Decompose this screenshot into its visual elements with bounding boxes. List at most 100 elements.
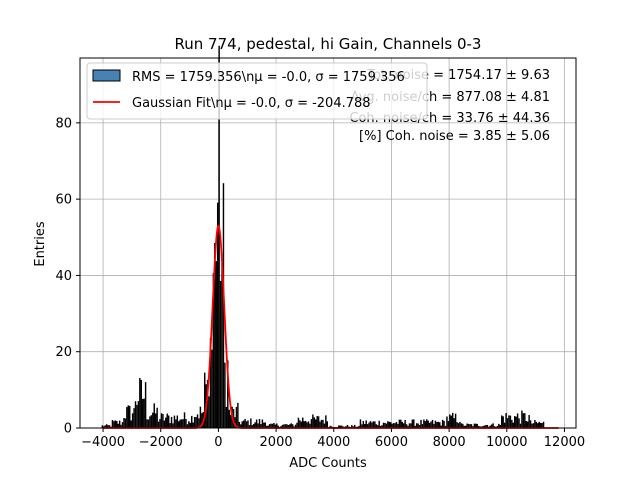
histogram-bar <box>299 420 301 428</box>
histogram-bar <box>225 406 228 428</box>
histogram-bar <box>124 418 127 428</box>
histogram-bar <box>521 410 523 428</box>
histogram-bar <box>369 421 372 428</box>
histogram-bar <box>242 420 245 428</box>
histogram-bar <box>240 424 242 428</box>
histogram-bar <box>214 242 216 428</box>
histogram-bar <box>296 422 298 428</box>
histogram-bar <box>284 424 287 428</box>
histogram-bar <box>514 416 516 428</box>
histogram-bar <box>154 413 157 428</box>
y-axis-label: Entries <box>33 221 48 267</box>
histogram-bar <box>473 423 476 428</box>
histogram-bar <box>515 416 517 428</box>
histogram-bar <box>316 416 318 428</box>
histogram-bar <box>512 422 514 428</box>
histogram-bar <box>449 414 451 428</box>
x-tick-label: −4000 <box>81 435 125 450</box>
x-tick-label: 8000 <box>433 435 466 450</box>
histogram-bar <box>404 419 406 428</box>
histogram-bar <box>329 425 331 428</box>
histogram-bar <box>519 423 522 428</box>
histogram-bar <box>307 421 310 428</box>
histogram-bar <box>450 415 452 428</box>
histogram-bar <box>457 423 460 428</box>
histogram-bar <box>309 423 311 428</box>
histogram-bar <box>475 423 477 428</box>
histogram-bar <box>524 413 526 428</box>
histogram-bar <box>251 425 254 428</box>
histogram-bar <box>170 416 173 428</box>
histogram-bar <box>424 421 427 428</box>
histogram-bar <box>130 420 132 428</box>
histogram-bar <box>511 419 513 428</box>
histogram-bar <box>216 202 219 428</box>
histogram-bar <box>126 407 128 428</box>
histogram-bar <box>516 413 519 428</box>
histogram-bar <box>260 424 262 428</box>
histogram-bar <box>522 413 525 428</box>
plot-frame <box>79 57 577 429</box>
histogram-bar <box>534 420 536 428</box>
histogram-bar <box>433 423 435 428</box>
histogram-bar <box>444 425 447 428</box>
x-tick-label: 12000 <box>544 435 585 450</box>
histogram-bar <box>131 413 134 428</box>
histogram-bar <box>291 424 294 428</box>
x-tick-label: 0 <box>214 435 222 450</box>
x-tick-label: 2000 <box>260 435 293 450</box>
histogram-bar <box>463 425 465 428</box>
plot-area <box>80 58 576 428</box>
histogram-bar <box>467 423 470 428</box>
histogram-bar <box>283 424 285 428</box>
histogram-bar <box>160 413 163 428</box>
histogram-bar <box>338 425 340 428</box>
histogram-bar <box>353 424 356 428</box>
x-tick-label: 4000 <box>317 435 350 450</box>
histogram-bar <box>114 420 117 428</box>
histogram-bar <box>436 421 438 428</box>
histogram-bar <box>273 422 275 428</box>
histogram-bar <box>469 424 471 428</box>
histogram-bar <box>498 423 500 428</box>
histogram-bar <box>390 422 392 428</box>
histogram-bar <box>153 403 155 428</box>
histogram-bar <box>182 419 184 428</box>
histogram-bar <box>391 423 393 428</box>
histogram-bar <box>193 416 196 428</box>
histogram-bar <box>163 420 166 428</box>
histogram-bar <box>411 419 414 428</box>
x-axis-ticks: −4000 −2000 0 2000 4000 6000 8000 10000 12000 <box>81 428 585 450</box>
histogram-bar <box>325 415 327 428</box>
histogram-bar <box>375 424 378 428</box>
histogram-bar <box>493 426 496 428</box>
histogram-bar <box>192 422 194 428</box>
histogram-bar <box>443 420 445 428</box>
histogram-bar <box>439 422 441 428</box>
histogram-bar <box>407 425 409 428</box>
histogram-bar <box>340 425 343 428</box>
histogram-bar <box>196 414 199 428</box>
histogram-bar <box>326 421 328 428</box>
histogram-bar <box>319 421 321 428</box>
histogram-bar <box>462 423 464 428</box>
histogram-bar <box>289 424 291 428</box>
histogram-bar <box>117 423 119 428</box>
histogram-bar <box>261 419 264 428</box>
histogram-bar <box>185 418 187 428</box>
histogram-bar <box>532 423 535 428</box>
histogram-bar <box>186 424 189 428</box>
histogram-bar <box>211 349 213 428</box>
y-axis-ticks: 0 20 40 60 80 <box>55 116 80 437</box>
histogram-bar <box>257 423 259 428</box>
histogram-bar <box>371 422 373 428</box>
histogram-bar <box>297 417 300 428</box>
histogram-bar <box>183 412 186 428</box>
histogram-bar <box>364 424 366 428</box>
histogram-bar <box>176 415 179 428</box>
histogram-bar <box>286 424 288 428</box>
histogram-bar <box>120 424 122 428</box>
histogram-bar <box>104 425 106 428</box>
histogram-bar <box>394 423 396 428</box>
histogram-bar <box>470 424 473 428</box>
